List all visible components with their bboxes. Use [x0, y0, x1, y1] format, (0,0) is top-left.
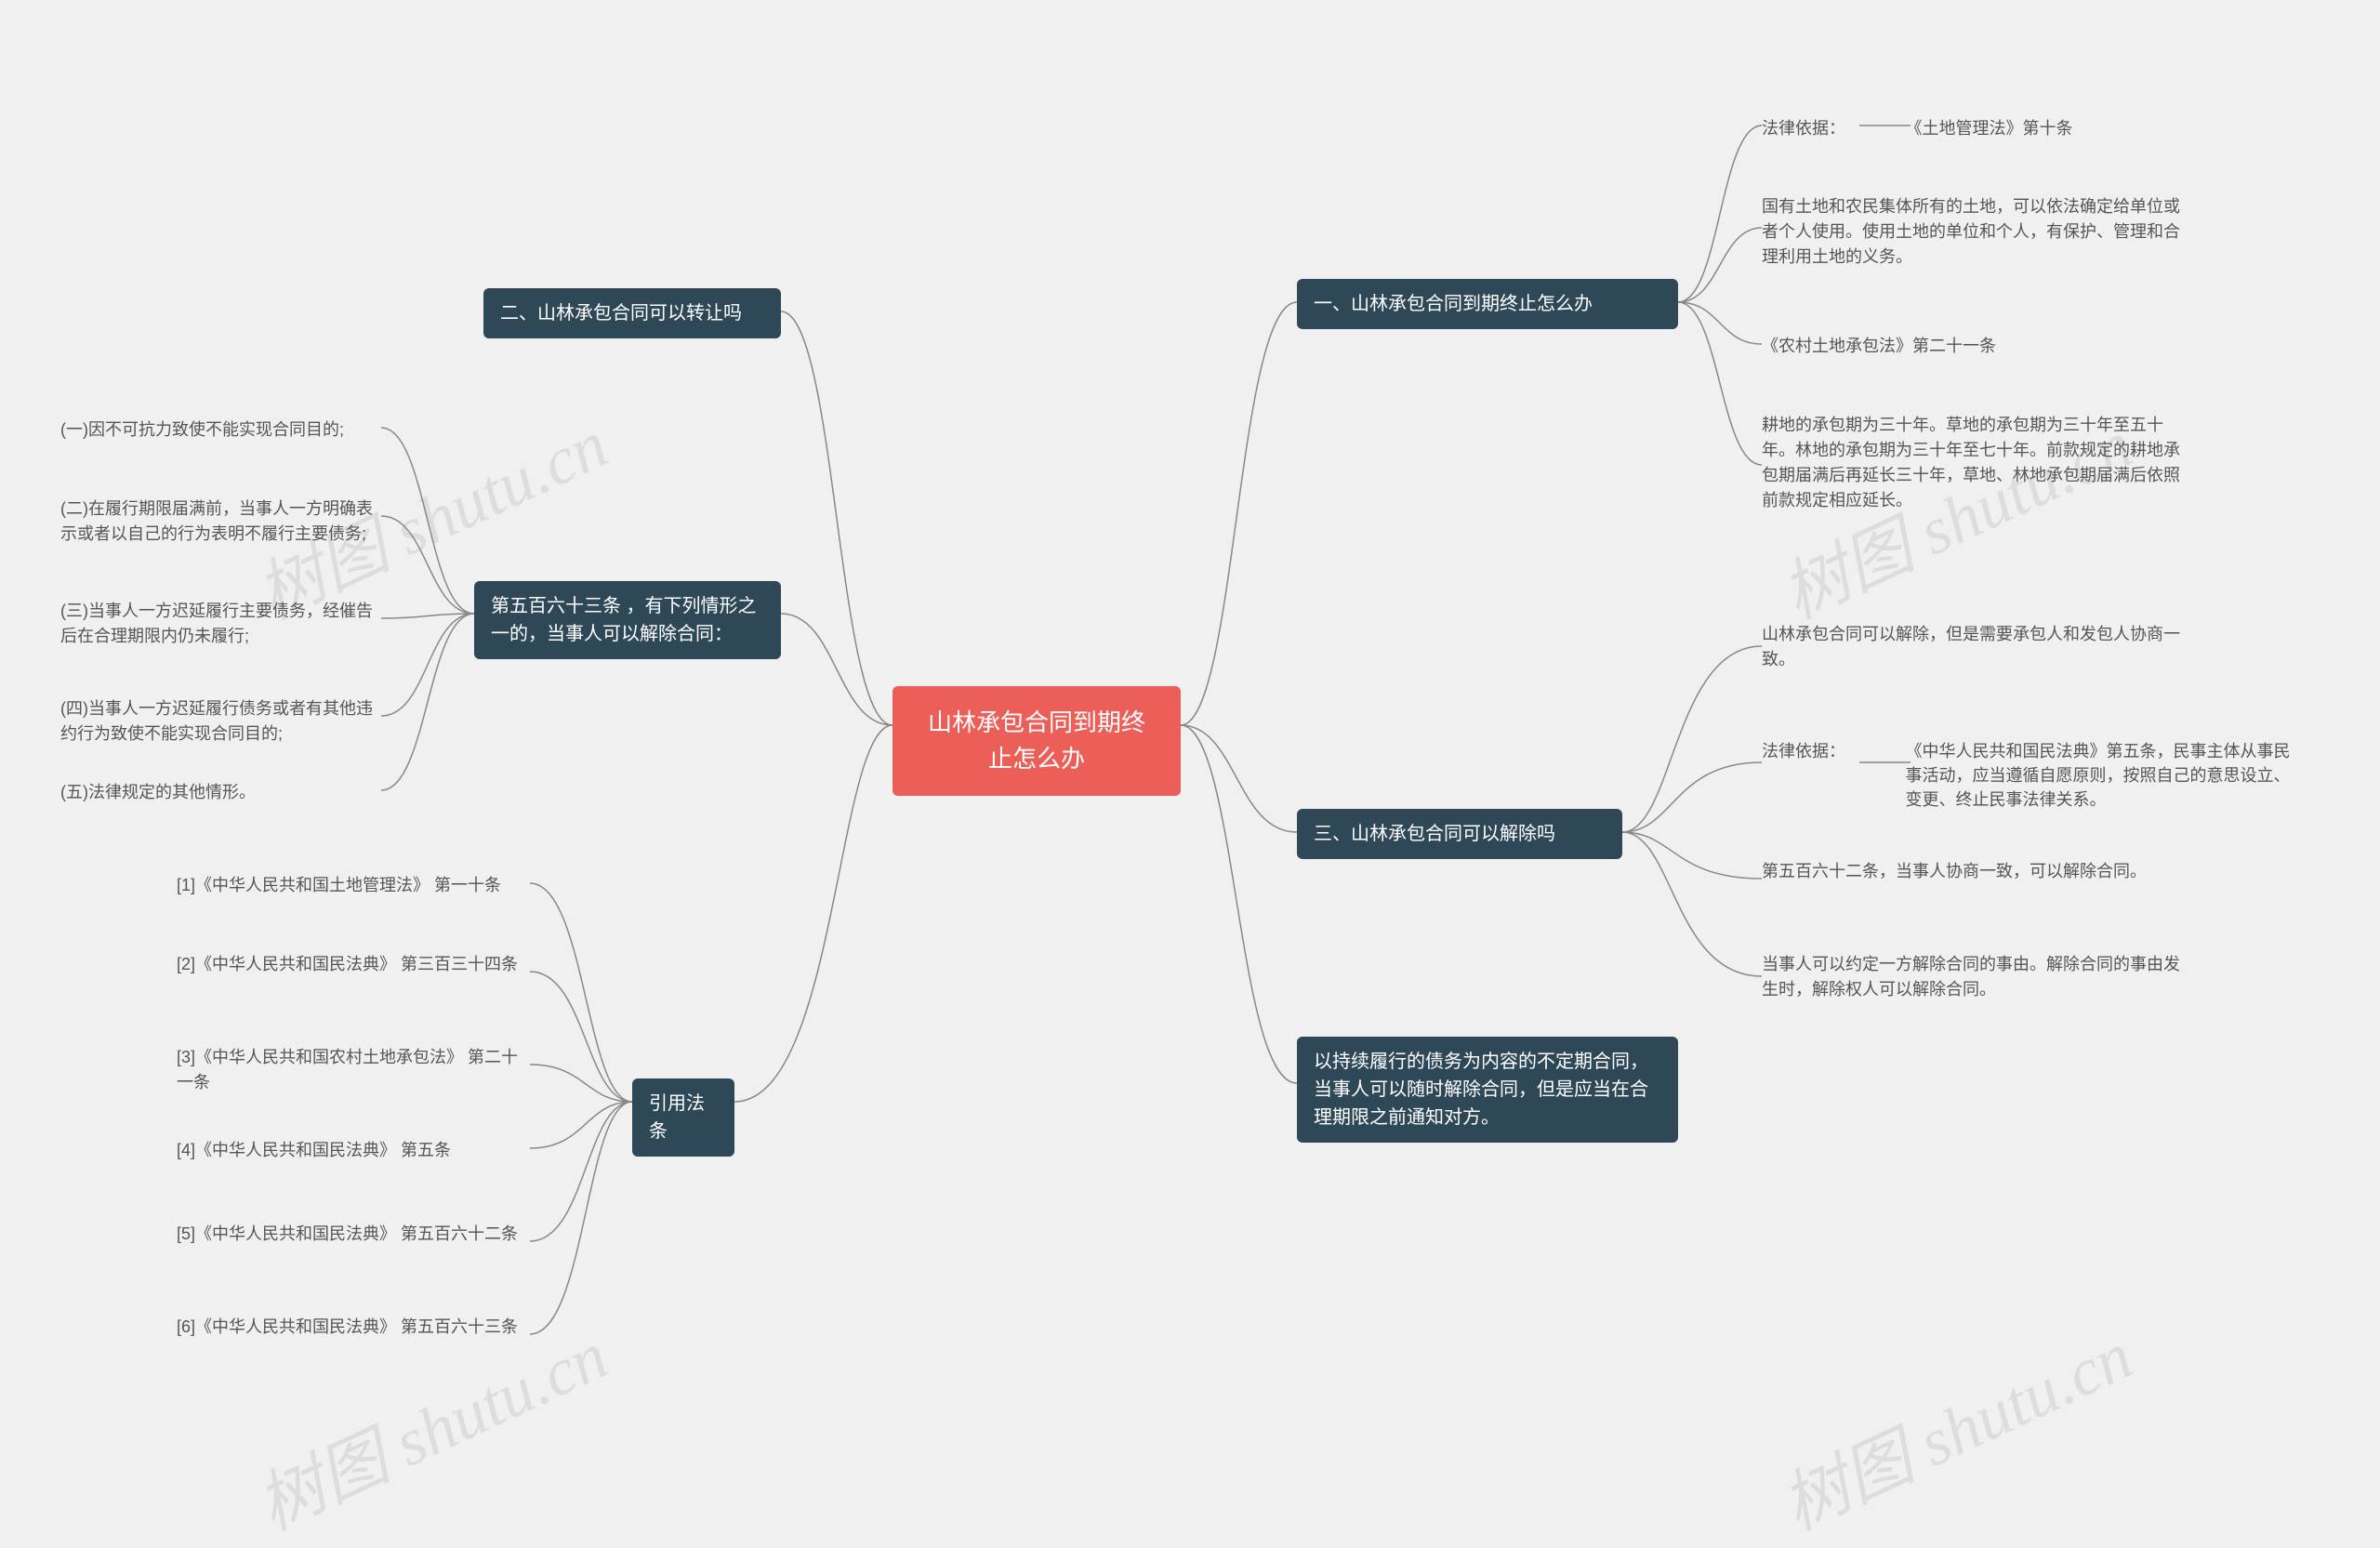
- right-branch-3: 以持续履行的债务为内容的不定期合同，当事人可以随时解除合同，但是应当在合理期限之…: [1297, 1037, 1678, 1143]
- right-branch-1: 一、山林承包合同到期终止怎么办: [1297, 279, 1678, 329]
- leaf-text: 当事人可以约定一方解除合同的事由。解除合同的事由发生时，解除权人可以解除合同。: [1762, 948, 2189, 1006]
- leaf-text: [1]《中华人民共和国土地管理法》 第一十条: [177, 869, 530, 902]
- leaf-prefix: 法律依据：: [1762, 734, 1845, 766]
- left-branch-1: 二、山林承包合同可以转让吗: [483, 288, 781, 338]
- leaf-text: [6]《中华人民共和国民法典》 第五百六十三条: [177, 1311, 530, 1343]
- right-branch-2: 三、山林承包合同可以解除吗: [1297, 809, 1622, 859]
- leaf-text: (四)当事人一方迟延履行债务或者有其他违约行为致使不能实现合同目的;: [60, 693, 381, 750]
- leaf-text: [3]《中华人民共和国农村土地承包法》 第二十一条: [177, 1041, 530, 1099]
- leaf-text: 耕地的承包期为三十年。草地的承包期为三十年至五十年。林地的承包期为三十年至七十年…: [1762, 409, 2189, 517]
- leaf-row: 法律依据： 《土地管理法》第十条: [1762, 112, 2072, 143]
- watermark: 树图 shutu.cn: [1764, 1302, 2146, 1548]
- root-node: 山林承包合同到期终止怎么办: [892, 686, 1181, 796]
- leaf-text: 第五百六十二条，当事人协商一致，可以解除合同。: [1762, 855, 2147, 888]
- leaf-text: [2]《中华人民共和国民法典》 第三百三十四条: [177, 948, 530, 981]
- left-branch-2: 第五百六十三条 ，有下列情形之一的，当事人可以解除合同：: [474, 581, 781, 659]
- leaf-row: 法律依据： 《中华人民共和国民法典》第五条，民事主体从事民事活动，应当遵循自愿原…: [1762, 734, 2295, 814]
- leaf-text: (五)法律规定的其他情形。: [60, 776, 381, 809]
- leaf-text: [4]《中华人民共和国民法典》 第五条: [177, 1134, 530, 1167]
- leaf-text: 《土地管理法》第十条: [1905, 112, 2072, 143]
- leaf-prefix: 法律依据：: [1762, 112, 1845, 143]
- leaf-text: (三)当事人一方迟延履行主要债务，经催告后在合理期限内仍未履行;: [60, 595, 381, 653]
- left-branch-3: 引用法条: [632, 1078, 734, 1157]
- leaf-text: 国有土地和农民集体所有的土地，可以依法确定给单位或者个人使用。使用土地的单位和个…: [1762, 191, 2189, 273]
- leaf-text: [5]《中华人民共和国民法典》 第五百六十二条: [177, 1218, 530, 1250]
- leaf-text: 《农村土地承包法》第二十一条: [1762, 330, 1996, 363]
- leaf-text: 山林承包合同可以解除，但是需要承包人和发包人协商一致。: [1762, 618, 2189, 676]
- leaf-text: 《中华人民共和国民法典》第五条，民事主体从事民事活动，应当遵循自愿原则，按照自己…: [1905, 734, 2295, 814]
- leaf-text: (二)在履行期限届满前，当事人一方明确表示或者以自己的行为表明不履行主要债务;: [60, 493, 381, 550]
- leaf-text: (一)因不可抗力致使不能实现合同目的;: [60, 414, 381, 446]
